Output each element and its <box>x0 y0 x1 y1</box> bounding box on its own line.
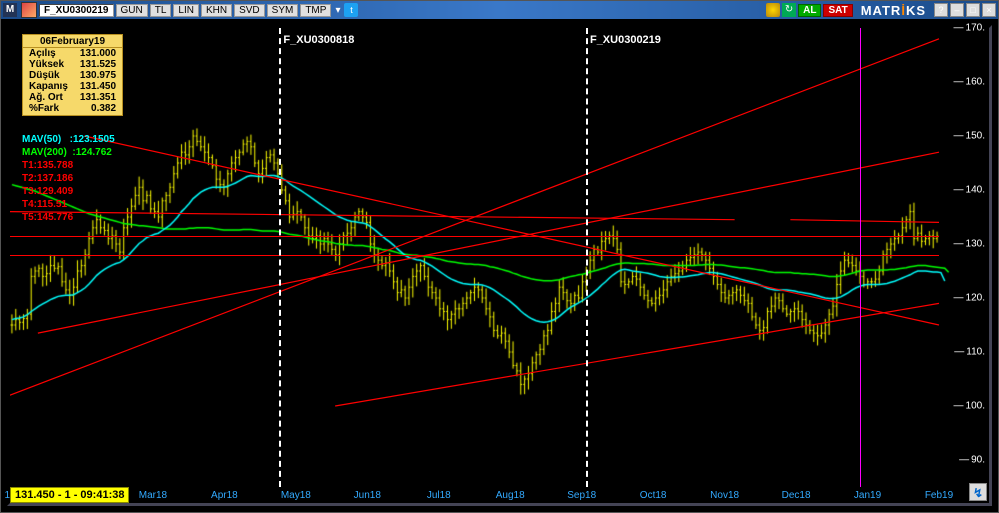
ohlc-label: Açılış <box>29 48 56 59</box>
app-icon: M <box>3 3 17 17</box>
dropdown-icon[interactable]: ▾ <box>335 5 340 16</box>
horizontal-line <box>10 255 939 256</box>
trend-indicator: T1:135.788 <box>22 159 115 172</box>
candlestick-canvas <box>10 28 989 503</box>
tl-button[interactable]: TL <box>150 4 172 17</box>
ohlc-label: Düşük <box>29 70 60 81</box>
tmp-button[interactable]: TMP <box>300 4 331 17</box>
refresh-icon[interactable]: ↻ <box>782 3 796 17</box>
mav200-label: MAV(200) <box>22 147 67 158</box>
ohlc-value: 131.525 <box>80 59 116 70</box>
ohlc-value: 130.975 <box>80 70 116 81</box>
khn-button[interactable]: KHN <box>201 4 232 17</box>
close-icon[interactable]: × <box>982 3 996 17</box>
contract-divider <box>586 28 588 487</box>
ohlc-label: Ağ. Ort <box>29 92 63 103</box>
chart-window: M F_XU0300219 GUNTLLINKHNSVDSYMTMP ▾ t ↻… <box>0 0 999 513</box>
contract-label: F_XU0300818 <box>283 34 354 46</box>
brand-label: MATRİKS <box>861 3 926 18</box>
lin-button[interactable]: LIN <box>173 4 199 17</box>
contract-label: F_XU0300219 <box>590 34 661 46</box>
ohlc-value: 0.382 <box>91 103 116 114</box>
cursor-line <box>860 28 861 487</box>
ohlc-value: 131.450 <box>80 81 116 92</box>
al-button[interactable]: AL <box>798 4 821 17</box>
chart-area[interactable]: 90.100.110.120.130.140.150.160.170. 18Fe… <box>1 19 998 512</box>
horizontal-line <box>10 236 939 237</box>
indicator-panel: MAV(50) :123.1505 MAV(200) :124.762 T1:1… <box>22 133 115 224</box>
ohlc-label: %Fark <box>29 103 59 114</box>
lamp-icon[interactable] <box>766 3 780 17</box>
minimize-icon[interactable]: – <box>950 3 964 17</box>
gun-button[interactable]: GUN <box>116 4 148 17</box>
sat-button[interactable]: SAT <box>823 4 852 17</box>
twitter-icon[interactable]: t <box>344 3 358 17</box>
mav50-value: :123.1505 <box>70 134 115 145</box>
ticker-symbol[interactable]: F_XU0300219 <box>39 4 114 17</box>
ohlc-label: Kapanış <box>29 81 68 92</box>
mav200-value: :124.762 <box>72 147 111 158</box>
ohlc-panel: 06February19 Açılış 131.000 Yüksek 131.525 D… <box>22 34 123 116</box>
contract-divider <box>279 28 281 487</box>
trend-indicator: T3:129.409 <box>22 185 115 198</box>
trend-indicator: T2:137.186 <box>22 172 115 185</box>
ohlc-date: 06February19 <box>23 36 122 48</box>
ohlc-value: 131.351 <box>80 92 116 103</box>
trend-indicator: T4:115.51 <box>22 198 115 211</box>
help-icon[interactable]: ? <box>934 3 948 17</box>
flame-icon <box>21 2 37 18</box>
ohlc-label: Yüksek <box>29 59 64 70</box>
ohlc-value: 131.000 <box>80 48 116 59</box>
sym-button[interactable]: SYM <box>267 4 299 17</box>
trend-indicator: T5:145.776 <box>22 211 115 224</box>
maximize-icon[interactable]: □ <box>966 3 980 17</box>
mav50-label: MAV(50) <box>22 134 61 145</box>
title-bar: M F_XU0300219 GUNTLLINKHNSVDSYMTMP ▾ t ↻… <box>1 1 998 19</box>
svd-button[interactable]: SVD <box>234 4 265 17</box>
